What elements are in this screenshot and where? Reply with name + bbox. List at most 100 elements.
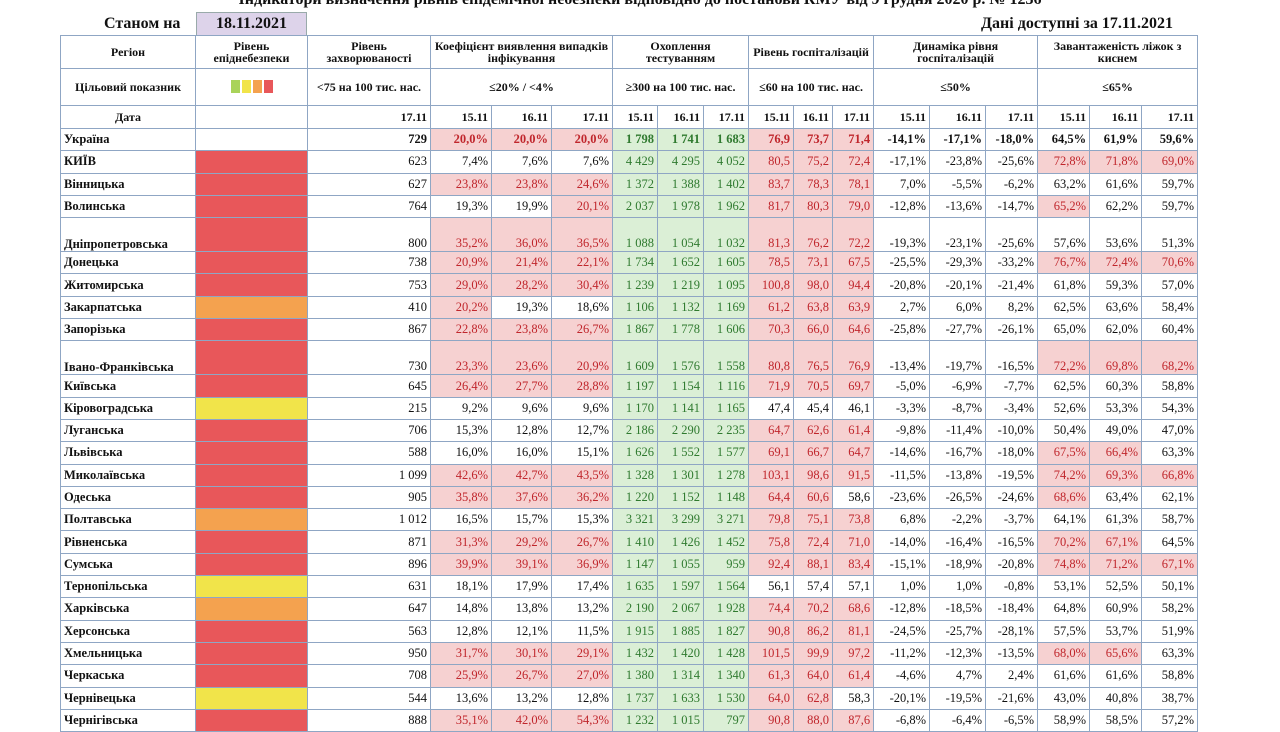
testing-coverage: 1 232 — [612, 708, 658, 732]
testing-coverage: 1 402 — [702, 172, 750, 196]
oxygen-bed-load: 69,8% — [1089, 340, 1143, 376]
oxygen-bed-load: 51,9% — [1141, 619, 1199, 643]
hospitalization-rate: 64,0 — [748, 686, 795, 710]
level-indicator — [195, 708, 308, 732]
hospitalization-dynamics: -12,8% — [873, 194, 931, 219]
region-name: Полтавська — [60, 508, 196, 532]
region-row: Хмельницька 950 31,7% 30,1% 29,1% 1 432 1 420 1… — [60, 641, 1199, 666]
detection-coef: 20,9% — [430, 251, 492, 275]
hospitalization-rate: 64,4 — [748, 485, 795, 510]
state-label: Станом на — [104, 15, 181, 32]
level-indicator — [195, 273, 308, 297]
testing-coverage: 1 426 — [657, 530, 704, 554]
date: 16.11 — [491, 105, 552, 129]
level-indicator — [195, 217, 308, 253]
testing-coverage: 2 186 — [612, 418, 658, 443]
date: 15.11 — [430, 105, 492, 129]
level-indicator — [195, 396, 308, 420]
detection-coef: 18,6% — [551, 295, 613, 320]
region-name: Рівненська — [60, 530, 196, 554]
hospitalization-dynamics: -2,2% — [929, 508, 987, 532]
oxygen-bed-load: 68,6% — [1037, 485, 1091, 510]
oxygen-bed-load: 70,6% — [1141, 251, 1199, 275]
date: 15.11 — [873, 105, 931, 129]
detection-coef: 13,2% — [551, 597, 613, 621]
incidence-rate: 410 — [307, 295, 431, 320]
oxygen-bed-load: 53,7% — [1089, 619, 1143, 643]
hospitalization-dynamics: -13,5% — [985, 641, 1039, 666]
oxygen-bed-load: 65,6% — [1089, 641, 1143, 666]
hospitalization-dynamics: -24,5% — [873, 619, 931, 643]
region-name: Чернівецька — [60, 686, 196, 710]
hospitalization-dynamics: -27,7% — [929, 318, 987, 342]
incidence-rate: 563 — [307, 619, 431, 643]
detection-coef: 36,0% — [491, 217, 552, 253]
incidence-rate: 588 — [307, 441, 431, 465]
oxygen-bed-load: 69,0% — [1141, 150, 1199, 174]
testing-coverage: 1 152 — [657, 485, 704, 510]
target-value: ≤60 на 100 тис. нас. — [748, 68, 875, 106]
oxygen-bed-load: 57,5% — [1037, 619, 1091, 643]
date: 15.11 — [1037, 105, 1091, 129]
incidence-rate: 627 — [307, 172, 431, 196]
hospitalization-rate: 79,0 — [832, 194, 875, 219]
level-indicator — [195, 597, 308, 621]
hospitalization-dynamics: -14,7% — [985, 194, 1039, 219]
region-name: Одеська — [60, 485, 196, 510]
hospitalization-dynamics: -24,6% — [985, 485, 1039, 510]
testing-coverage: 1 054 — [657, 217, 704, 253]
level-indicator — [195, 374, 308, 398]
oxygen-bed-load: 51,3% — [1141, 217, 1199, 253]
level-indicator — [195, 575, 308, 599]
oxygen-bed-load: 66,8% — [1141, 463, 1199, 487]
detection-coef: 17,9% — [491, 575, 552, 599]
oxygen-bed-load: 65,0% — [1037, 318, 1091, 342]
region-row: Чернівецька 544 13,6% 13,2% 12,8% 1 737 1 633 1… — [60, 686, 1199, 710]
hospitalization-dynamics: -19,3% — [873, 217, 931, 253]
detection-coef: 31,3% — [430, 530, 492, 554]
hospitalization-rate: 83,7 — [748, 172, 795, 196]
level-indicator — [195, 295, 308, 320]
hospitalization-dynamics: -12,8% — [873, 597, 931, 621]
testing-coverage: 1 530 — [702, 686, 750, 710]
hospitalization-dynamics: 1,0% — [873, 575, 931, 599]
hospitalization-dynamics: -3,3% — [873, 396, 931, 420]
region-name: Волинська — [60, 194, 196, 219]
incidence-rate: 544 — [307, 686, 431, 710]
oxygen-bed-load: 63,6% — [1089, 295, 1143, 320]
detection-coef: 29,1% — [551, 641, 613, 666]
detection-coef: 13,2% — [491, 686, 552, 710]
oxygen-bed-load: 59,7% — [1141, 172, 1199, 196]
detection-coef: 19,3% — [430, 194, 492, 219]
date-row: Дата 17.11 15.11 16.11 17.11 15.11 16.11 17.11 1… — [60, 105, 1199, 129]
oxygen-bed-load: 61,6% — [1089, 664, 1143, 688]
oxygen-bed-load: 70,2% — [1037, 530, 1091, 554]
detection-coef: 27,7% — [491, 374, 552, 398]
hospitalization-rate: 88,1 — [793, 552, 834, 577]
hospitalization-dynamics: -11,5% — [873, 463, 931, 487]
hospitalization-rate: 63,8 — [793, 295, 834, 320]
detection-coef: 26,7% — [551, 318, 613, 342]
incidence-rate: 708 — [307, 664, 431, 688]
detection-coef: 20,9% — [551, 340, 613, 376]
level-indicator — [195, 418, 308, 443]
hospitalization-dynamics: -23,1% — [929, 217, 987, 253]
detection-coef: 16,0% — [491, 441, 552, 465]
detection-coef: 30,4% — [551, 273, 613, 297]
detection-coef: 23,3% — [430, 340, 492, 376]
hospitalization-dynamics: -18,0% — [985, 441, 1039, 465]
testing-coverage: 1 380 — [612, 664, 658, 688]
table-body: Регіон Рівень епіднебезпеки Рівень захворю… — [60, 35, 1199, 732]
region-name: Хмельницька — [60, 641, 196, 666]
oxygen-bed-load: 50,1% — [1141, 575, 1199, 599]
incidence-rate: 623 — [307, 150, 431, 174]
hospitalization-rate: 98,0 — [793, 273, 834, 297]
hospitalization-rate: 80,3 — [793, 194, 834, 219]
hospitalization-rate: 45,4 — [793, 396, 834, 420]
hospitalization-rate: 64,7 — [748, 418, 795, 443]
region-row: Вінницька 627 23,8% 23,8% 24,6% 1 372 1 388 1 4… — [60, 172, 1199, 196]
region-row: Кіровоградська 215 9,2% 9,6% 9,6% 1 170 1 141 1… — [60, 396, 1199, 420]
incidence-rate: 738 — [307, 251, 431, 275]
hospitalization-dynamics: -14,0% — [873, 530, 931, 554]
hospitalization-rate: 75,8 — [748, 530, 795, 554]
